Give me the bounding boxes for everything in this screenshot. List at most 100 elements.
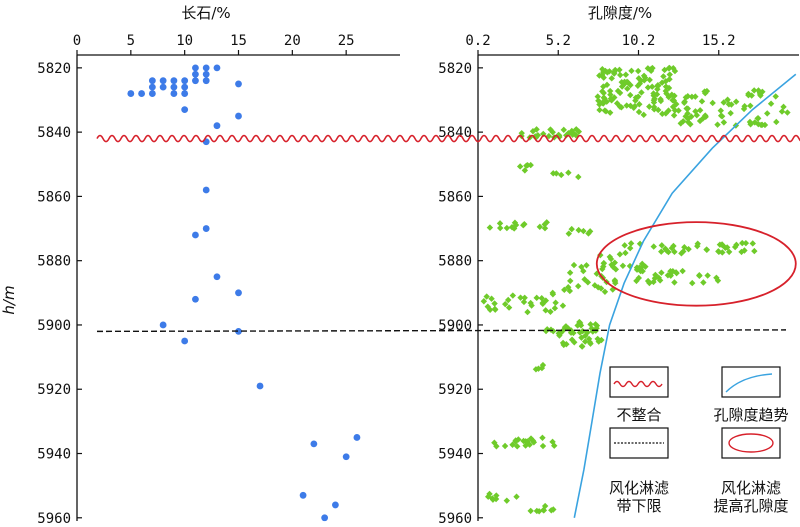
feldspar-point bbox=[235, 327, 242, 335]
porosity-point bbox=[764, 110, 771, 117]
porosity-point bbox=[684, 105, 692, 112]
porosity-point bbox=[767, 100, 775, 107]
porosity-point bbox=[609, 286, 616, 293]
porosity-point bbox=[635, 108, 643, 116]
feldspar-point bbox=[181, 83, 189, 91]
porosity-point bbox=[651, 275, 659, 282]
left-y-tick-label: 5860 bbox=[37, 189, 71, 205]
feldspar-points bbox=[127, 64, 361, 522]
porosity-point bbox=[622, 249, 629, 257]
porosity-point bbox=[720, 119, 728, 126]
porosity-point bbox=[550, 506, 557, 513]
porosity-point bbox=[688, 113, 695, 120]
porosity-point bbox=[496, 220, 504, 227]
porosity-point bbox=[669, 268, 677, 275]
porosity-point bbox=[486, 306, 494, 313]
feldspar-point bbox=[235, 112, 242, 120]
porosity-point bbox=[549, 438, 556, 446]
porosity-point bbox=[658, 248, 665, 255]
porosity-point bbox=[703, 246, 710, 253]
porosity-point bbox=[626, 262, 634, 270]
porosity-point bbox=[571, 339, 578, 346]
porosity-point bbox=[566, 269, 574, 276]
porosity-point bbox=[575, 282, 582, 290]
right-panel-axes: 0.2 5.2 10.2 15.2 5820 5840 5860 5880 5900 5920 59… bbox=[438, 33, 799, 527]
porosity-point bbox=[751, 119, 759, 126]
porosity-point bbox=[761, 121, 769, 129]
porosity-point bbox=[568, 225, 575, 233]
porosity-point bbox=[551, 305, 559, 312]
porosity-point bbox=[684, 110, 691, 117]
porosity-point bbox=[585, 335, 593, 343]
feldspar-point bbox=[235, 289, 242, 297]
porosity-point bbox=[633, 277, 640, 285]
porosity-point bbox=[703, 87, 711, 95]
porosity-point bbox=[664, 272, 672, 279]
porosity-point bbox=[565, 230, 572, 237]
porosity-point bbox=[665, 93, 672, 101]
feldspar-point bbox=[202, 77, 210, 85]
right-x-tick-label: 5.2 bbox=[546, 33, 571, 49]
porosity-point bbox=[741, 103, 748, 110]
porosity-point bbox=[600, 260, 608, 267]
porosity-point bbox=[621, 242, 628, 249]
feldspar-point bbox=[159, 77, 167, 85]
porosity-point bbox=[563, 132, 570, 139]
right-y-tick-label: 5920 bbox=[438, 382, 472, 398]
right-x-tick-label: 15.2 bbox=[702, 33, 736, 49]
porosity-point bbox=[553, 170, 560, 177]
porosity-point bbox=[773, 118, 780, 126]
porosity-point bbox=[599, 71, 606, 79]
porosity-point bbox=[627, 102, 634, 109]
legend-improve-label-1: 风化淋滤 bbox=[721, 479, 781, 497]
porosity-point bbox=[623, 102, 630, 109]
porosity-point bbox=[619, 262, 627, 270]
porosity-point bbox=[650, 90, 657, 97]
porosity-point bbox=[636, 101, 643, 108]
porosity-point bbox=[607, 255, 615, 263]
porosity-point bbox=[566, 287, 574, 295]
feldspar-point bbox=[127, 90, 135, 97]
porosity-point bbox=[646, 66, 654, 73]
porosity-point bbox=[640, 72, 648, 79]
porosity-point bbox=[596, 106, 603, 114]
legend-limit-label-1: 风化淋滤 bbox=[609, 479, 669, 497]
porosity-point bbox=[684, 115, 692, 123]
porosity-point bbox=[749, 240, 756, 247]
porosity-point bbox=[540, 507, 548, 514]
porosity-point bbox=[547, 126, 554, 133]
porosity-point bbox=[585, 230, 592, 237]
porosity-point bbox=[568, 127, 575, 135]
porosity-point bbox=[780, 103, 787, 111]
porosity-point bbox=[627, 240, 635, 247]
feldspar-point bbox=[213, 122, 221, 130]
porosity-point bbox=[624, 85, 631, 92]
porosity-point bbox=[584, 279, 592, 286]
porosity-point bbox=[618, 78, 625, 86]
porosity-point bbox=[601, 95, 608, 102]
porosity-point bbox=[757, 121, 765, 129]
porosity-point bbox=[622, 71, 630, 78]
porosity-point bbox=[702, 90, 709, 97]
porosity-point bbox=[565, 284, 572, 291]
porosity-point bbox=[611, 94, 618, 101]
legend-improve-label-2: 提高孔隙度 bbox=[713, 497, 788, 515]
porosity-point bbox=[644, 84, 652, 91]
porosity-point bbox=[599, 265, 606, 273]
porosity-point bbox=[611, 66, 619, 74]
porosity-point bbox=[627, 91, 634, 99]
porosity-point bbox=[512, 438, 519, 445]
right-y-tick-label: 5940 bbox=[438, 447, 472, 463]
feldspar-point bbox=[192, 77, 199, 85]
left-x-tick-label: 0 bbox=[73, 33, 81, 49]
porosity-point bbox=[650, 243, 657, 250]
feldspar-point bbox=[192, 231, 199, 239]
porosity-point bbox=[621, 78, 628, 85]
porosity-point bbox=[606, 253, 614, 261]
porosity-point bbox=[635, 93, 642, 100]
feldspar-point bbox=[159, 321, 167, 329]
porosity-point bbox=[727, 109, 734, 117]
porosity-point bbox=[634, 67, 642, 75]
porosity-point bbox=[627, 81, 634, 89]
porosity-point bbox=[696, 107, 704, 114]
